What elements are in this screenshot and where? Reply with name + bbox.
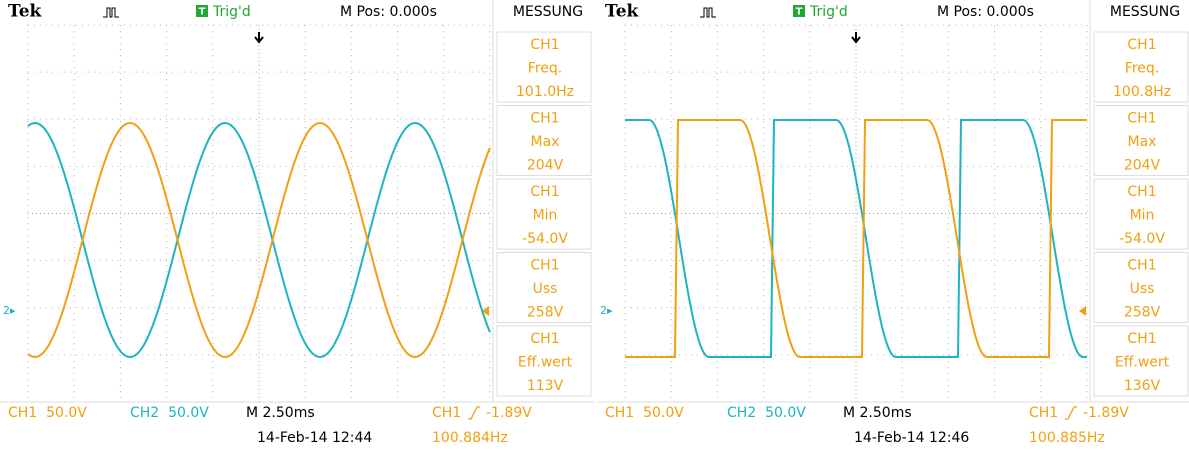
timebase: M 2.50ms xyxy=(246,405,315,421)
measurement-name: Eff.wert xyxy=(518,355,573,371)
scope-panel: Tek T Trig'd M Pos: 0.000s MESSUNG 2▸ CH1 Freq.… xyxy=(0,0,594,446)
measurement-value: -54.0V xyxy=(1119,231,1165,247)
trigger-position-arrow xyxy=(851,32,861,44)
measurement-channel: CH1 xyxy=(530,258,559,274)
measurement-name: Max xyxy=(1128,134,1157,150)
measurement-channel: CH1 xyxy=(530,37,559,53)
ch2-marker: 2▸ xyxy=(3,304,16,317)
horizontal-position: M Pos: 0.000s xyxy=(340,4,437,20)
acquire-icon xyxy=(103,7,119,18)
trigger-badge xyxy=(196,5,208,17)
trigger-level-marker xyxy=(1079,306,1086,316)
ch1-scale: CH1 50.0V xyxy=(605,405,684,421)
trigger-badge xyxy=(793,5,805,17)
trigger-edge-icon xyxy=(1065,406,1077,420)
measurement-value: 204V xyxy=(1124,158,1161,174)
trigger-position-arrow xyxy=(254,32,264,44)
measurement-channel: CH1 xyxy=(1127,331,1156,347)
date-time: 14-Feb-14 12:46 xyxy=(854,430,969,446)
measurement-box xyxy=(1093,31,1189,103)
measurement-box xyxy=(1093,252,1189,323)
menu-title: MESSUNG xyxy=(513,4,583,20)
measurement-value: 136V xyxy=(1124,378,1161,394)
ch2-scale: CH2 50.0V xyxy=(130,405,209,421)
measurement-name: Min xyxy=(533,208,558,224)
measurement-channel: CH1 xyxy=(1127,184,1156,200)
measurement-channel: CH1 xyxy=(530,331,559,347)
measurement-name: Uss xyxy=(533,281,558,297)
measurement-box xyxy=(1093,105,1189,176)
measurement-box xyxy=(496,325,592,397)
brand: Tek xyxy=(8,2,43,22)
brand: Tek xyxy=(605,2,640,22)
trigger-state: Trig'd xyxy=(809,4,848,20)
timebase: M 2.50ms xyxy=(843,405,912,421)
measurement-channel: CH1 xyxy=(530,184,559,200)
trigger-level-marker xyxy=(482,306,489,316)
trigger-level: -1.89V xyxy=(1083,405,1129,421)
measurement-channel: CH1 xyxy=(530,111,559,127)
measurement-box xyxy=(496,252,592,323)
measurement-value: 101.0Hz xyxy=(516,84,574,100)
measurement-channel: CH1 xyxy=(1127,258,1156,274)
measurement-value: 100.8Hz xyxy=(1113,84,1171,100)
ch2-trace xyxy=(27,121,491,359)
measurement-box xyxy=(496,178,592,250)
measurement-name: Freq. xyxy=(1125,61,1159,77)
ch1-scale: CH1 50.0V xyxy=(8,405,87,421)
measurement-box xyxy=(496,105,592,176)
measurement-value: 113V xyxy=(527,378,564,394)
measurement-channel: CH1 xyxy=(1127,37,1156,53)
scope-panel: Tek T Trig'd M Pos: 0.000s MESSUNG 2▸ CH1 Freq.… xyxy=(597,0,1189,446)
ch1-trace xyxy=(27,121,491,359)
measurement-name: Uss xyxy=(1130,281,1155,297)
trigger-edge-icon xyxy=(468,406,480,420)
date-time: 14-Feb-14 12:44 xyxy=(257,430,372,446)
measurement-box xyxy=(496,31,592,103)
measurement-name: Max xyxy=(531,134,560,150)
menu-title: MESSUNG xyxy=(1110,4,1180,20)
measurement-box xyxy=(1093,178,1189,250)
measurement-box xyxy=(1093,325,1189,397)
trigger-badge-letter: T xyxy=(796,7,803,18)
measurement-name: Freq. xyxy=(528,61,562,77)
measurement-channel: CH1 xyxy=(1127,111,1156,127)
ch1-trace xyxy=(625,119,1087,358)
acquire-icon xyxy=(700,7,716,18)
trigger-frequency: 100.885Hz xyxy=(1029,430,1105,446)
horizontal-position: M Pos: 0.000s xyxy=(937,4,1034,20)
trigger-badge-letter: T xyxy=(199,7,206,18)
ch2-marker: 2▸ xyxy=(600,304,613,317)
trigger-level: -1.89V xyxy=(486,405,532,421)
trigger-source: CH1 xyxy=(432,405,461,421)
trigger-source: CH1 xyxy=(1029,405,1058,421)
measurement-name: Min xyxy=(1130,208,1155,224)
measurement-value: 258V xyxy=(527,305,564,321)
trigger-state: Trig'd xyxy=(212,4,251,20)
trigger-frequency: 100.884Hz xyxy=(432,430,508,446)
measurement-name: Eff.wert xyxy=(1115,355,1170,371)
ch2-scale: CH2 50.0V xyxy=(727,405,806,421)
measurement-value: -54.0V xyxy=(522,231,568,247)
measurement-value: 204V xyxy=(527,158,564,174)
measurement-value: 258V xyxy=(1124,305,1161,321)
ch2-trace xyxy=(625,119,1087,358)
